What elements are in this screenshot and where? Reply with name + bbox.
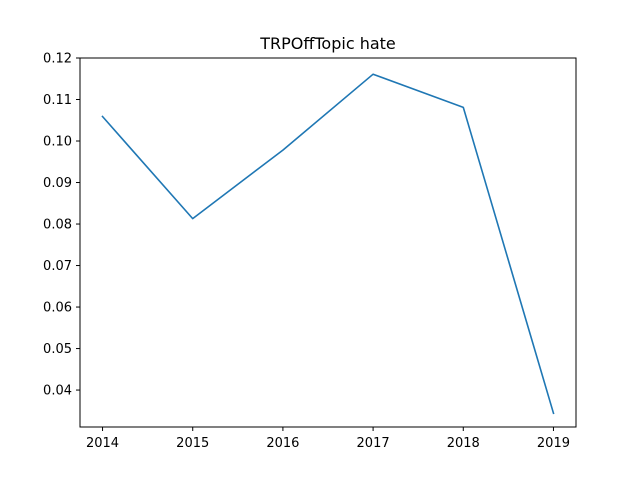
x-tick-label: 2018: [447, 436, 480, 451]
x-tick-label: 2016: [266, 436, 299, 451]
series-layer: [101, 73, 555, 415]
y-tick-label: 0.08: [43, 218, 72, 233]
y-tick-label: 0.05: [43, 342, 72, 357]
plot-frame: [79, 57, 577, 428]
y-axis: 0.04 0.05 0.06 0.07 0.08 0.09 0.10 0.11 0.12: [43, 52, 80, 399]
x-axis: 2014 2015 2016 2017 2018 2019: [86, 427, 570, 451]
x-tick-label: 2014: [86, 436, 119, 451]
y-tick-label: 0.11: [43, 93, 72, 108]
x-tick-label: 2015: [176, 436, 209, 451]
x-tick-label: 2019: [537, 436, 570, 451]
chart-title: TRPOffTopic hate: [259, 34, 396, 53]
y-tick-label: 0.04: [43, 384, 72, 399]
y-tick-label: 0.09: [43, 176, 72, 191]
y-tick-label: 0.07: [43, 259, 72, 274]
y-tick-label: 0.12: [43, 52, 72, 67]
x-tick-label: 2017: [357, 436, 390, 451]
y-tick-label: 0.10: [43, 135, 72, 150]
y-tick-label: 0.06: [43, 301, 72, 316]
series-line: [101, 73, 555, 415]
